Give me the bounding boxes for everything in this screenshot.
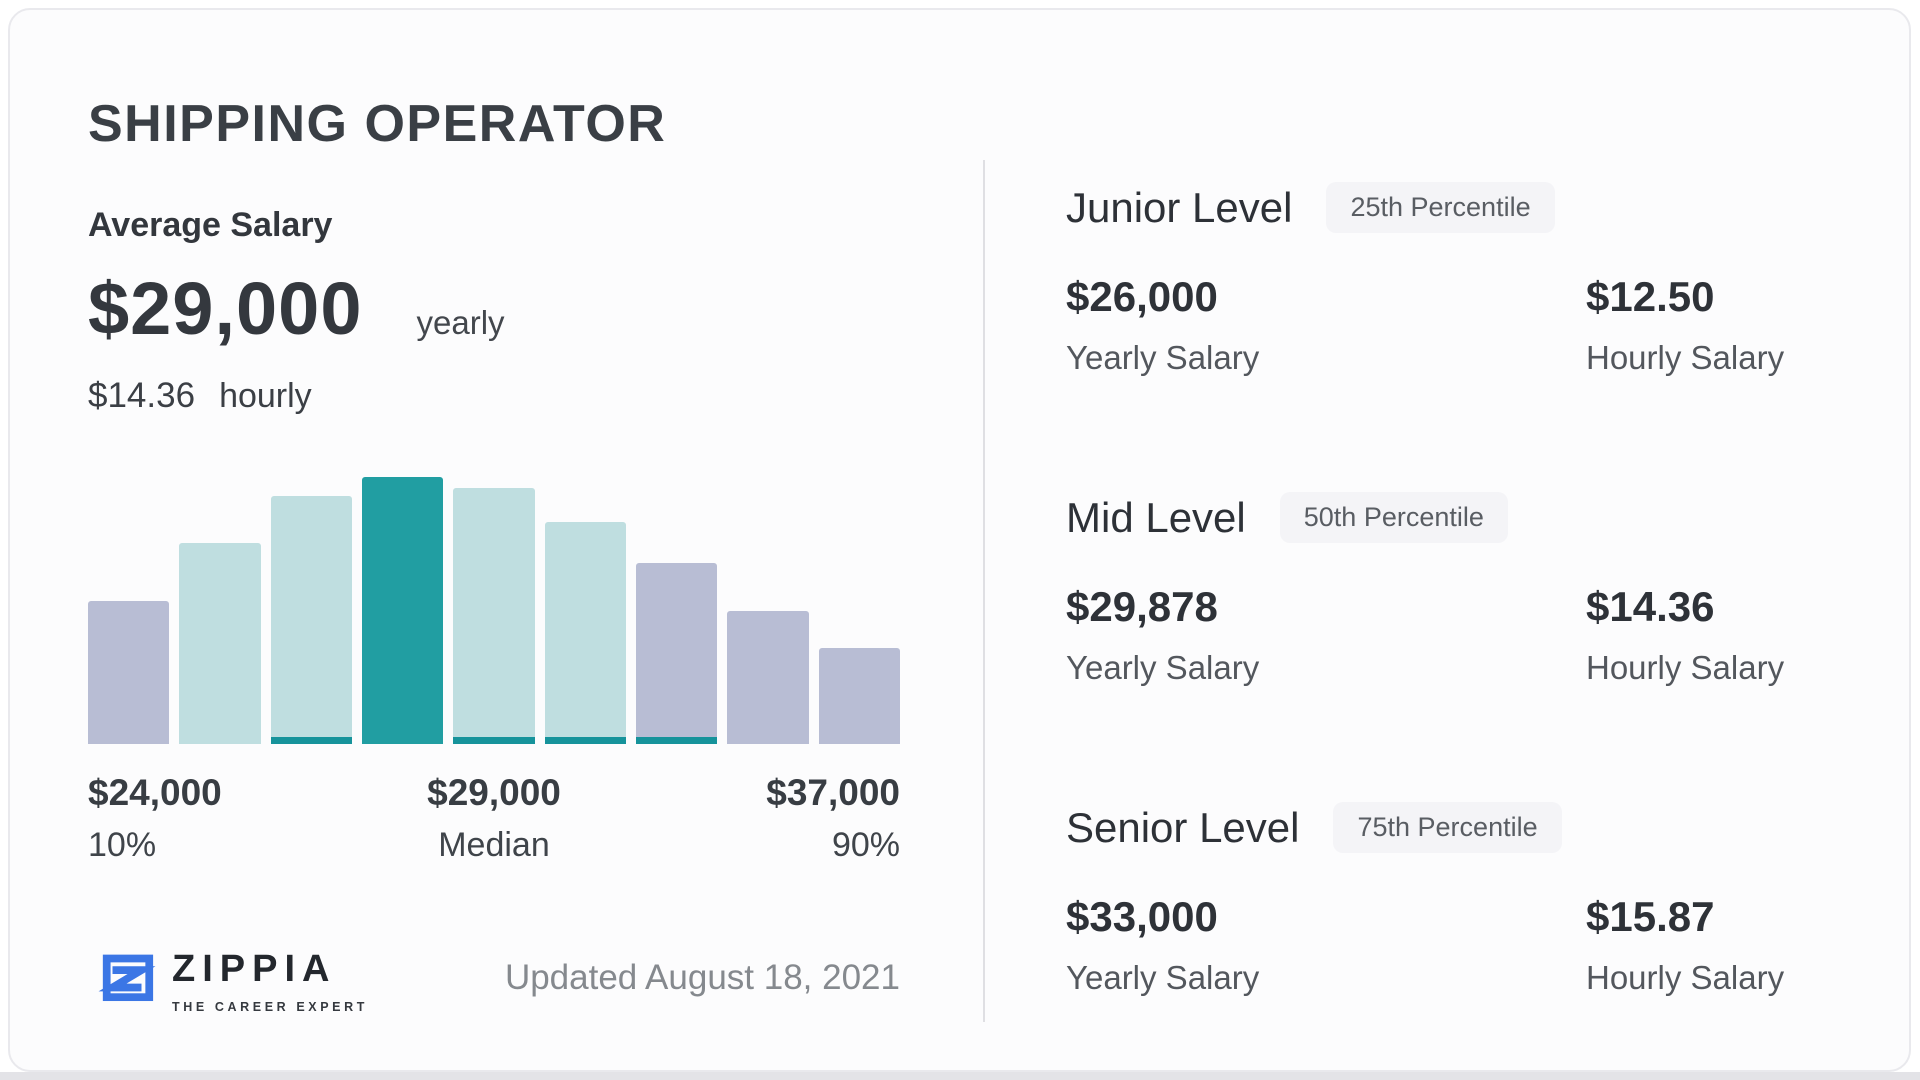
level-name: Junior Level [1066,183,1293,231]
hourly-salary-col: $12.50 Hourly Salary [1586,273,1784,377]
histogram-bar [635,563,718,744]
level-block-junior: Junior Level 25th Percentile $26,000 Yea… [1066,182,1790,393]
average-yearly-unit: yearly [416,304,505,341]
histogram-bar [544,522,626,744]
hourly-salary-label: Hourly Salary [1586,339,1785,376]
level-name: Mid Level [1066,493,1246,541]
level-values: $33,000 Yearly Salary $15.87 Hourly Sala… [1066,893,1790,1013]
hourly-salary-label: Hourly Salary [1586,649,1785,686]
hourly-salary-col: $14.36 Hourly Salary [1586,583,1784,687]
average-hourly-value: $14.36 [88,376,196,415]
average-yearly-value: $29,000 [88,267,363,350]
yearly-salary-value: $26,000 [1066,273,1218,320]
brand-name: ZIPPIA [172,948,337,990]
level-header: Junior Level 25th Percentile [1066,182,1790,233]
level-name: Senior Level [1066,803,1300,851]
brand-tagline: THE CAREER EXPERT [172,1000,368,1014]
updated-date: Updated August 18, 2021 [504,958,900,997]
histogram-bar [818,648,900,744]
level-values: $29,878 Yearly Salary $14.36 Hourly Sala… [1066,583,1790,703]
histogram-bar [179,543,261,744]
yearly-salary-label: Yearly Salary [1066,339,1260,376]
average-hourly-row: $14.36 hourly [88,376,312,416]
average-yearly-row: $29,000 yearly [88,266,505,351]
annotation-amount: $37,000 [766,772,900,813]
histogram-bar [270,496,352,744]
annotation-label: Median [438,826,550,864]
histogram-bar [361,477,444,744]
page-bottom-strip [0,1072,1920,1080]
annotation-label: 90% [831,826,900,864]
percentile-badge: 75th Percentile [1333,802,1562,853]
yearly-salary-value: $33,000 [1066,893,1218,940]
annotation-median: $29,000 Median [427,772,561,865]
salary-histogram [88,474,900,744]
zippia-logo: ZIPPIA THE CAREER EXPERT [98,944,368,1014]
histogram-bar [727,611,809,744]
yearly-salary-col: $33,000 Yearly Salary [1066,893,1790,997]
yearly-salary-col: $26,000 Yearly Salary [1066,273,1790,377]
page-title: SHIPPING OPERATOR [88,95,667,153]
average-hourly-unit: hourly [219,377,312,415]
hourly-salary-value: $14.36 [1586,583,1715,630]
histogram-bar [453,488,535,744]
percentile-badge: 25th Percentile [1326,182,1555,233]
annotation-90th-percentile: $37,000 90% [766,772,900,865]
hourly-salary-col: $15.87 Hourly Salary [1586,893,1784,997]
yearly-salary-label: Yearly Salary [1066,959,1260,996]
hourly-salary-label: Hourly Salary [1586,959,1785,996]
average-salary-heading: Average Salary [88,206,333,244]
annotation-amount: $24,000 [88,772,222,813]
level-block-mid: Mid Level 50th Percentile $29,878 Yearly… [1066,492,1790,703]
level-header: Senior Level 75th Percentile [1066,802,1790,853]
level-block-senior: Senior Level 75th Percentile $33,000 Yea… [1066,802,1790,1013]
hourly-salary-value: $15.87 [1586,893,1715,940]
level-header: Mid Level 50th Percentile [1066,492,1790,543]
histogram-annotations: $24,000 10% $29,000 Median $37,000 90% [88,772,900,865]
level-values: $26,000 Yearly Salary $12.50 Hourly Sala… [1066,273,1790,393]
salary-card: SHIPPING OPERATOR Average Salary $29,000… [8,8,1911,1072]
yearly-salary-label: Yearly Salary [1066,649,1260,686]
yearly-salary-col: $29,878 Yearly Salary [1066,583,1790,687]
yearly-salary-value: $29,878 [1066,583,1218,630]
histogram-bar [88,601,170,744]
zippia-z-icon [98,954,156,1002]
annotation-label: 10% [88,826,157,864]
zippia-wordmark: ZIPPIA THE CAREER EXPERT [172,944,368,1014]
percentile-badge: 50th Percentile [1279,492,1508,543]
hourly-salary-value: $12.50 [1586,273,1715,320]
vertical-divider [983,160,985,1022]
annotation-amount: $29,000 [427,772,561,813]
annotation-10th-percentile: $24,000 10% [88,772,222,865]
